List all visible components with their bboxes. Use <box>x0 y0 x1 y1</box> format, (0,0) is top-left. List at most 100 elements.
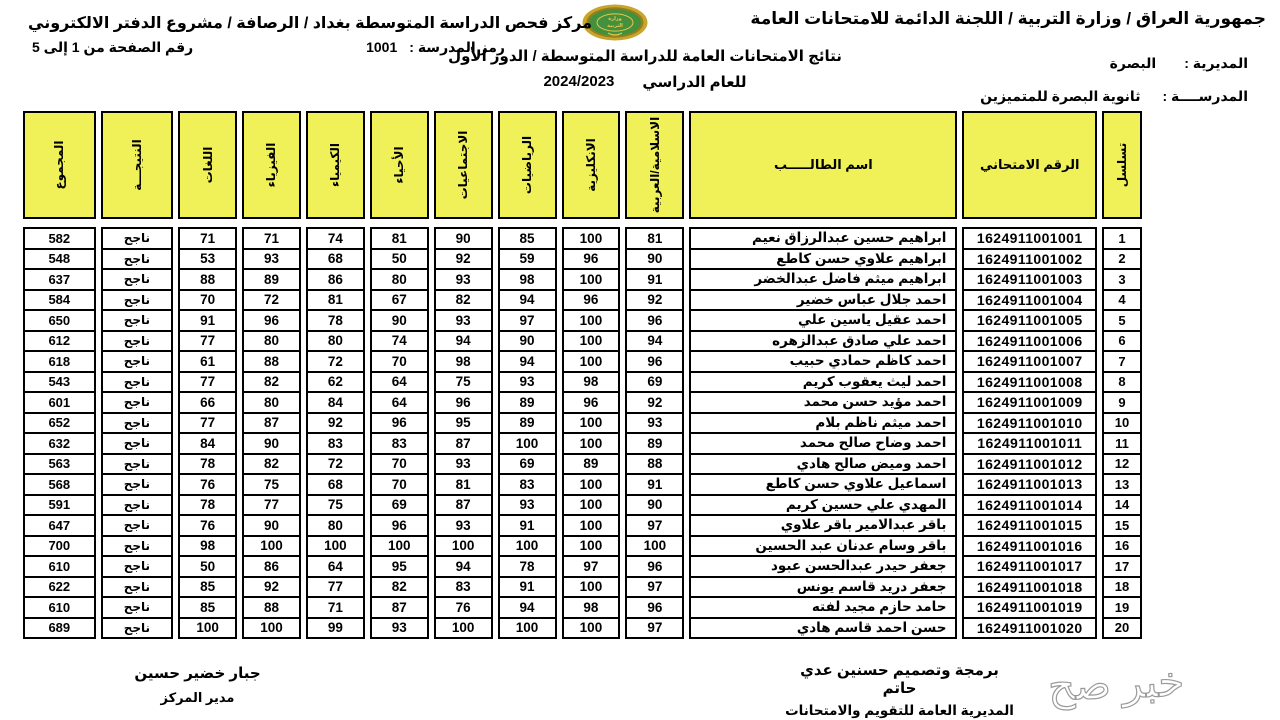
cell-score-english: 96 <box>561 249 621 270</box>
design-credit: برمجة وتصميم حسنين عدي حاتم المديرية الع… <box>782 661 1017 719</box>
cell-score-math: 93 <box>497 372 557 393</box>
cell-score-math: 94 <box>497 290 557 311</box>
cell-total: 591 <box>23 495 96 516</box>
cell-result: ناجح <box>100 227 174 250</box>
cell-score-biology: 95 <box>369 557 429 578</box>
cell-score-languages: 53 <box>178 249 238 270</box>
cell-score-english: 100 <box>561 227 621 250</box>
cell-score-languages: 76 <box>178 516 238 537</box>
cell-score-islamic_arabic: 100 <box>625 536 685 557</box>
cell-score-islamic_arabic: 93 <box>625 413 685 434</box>
cell-student-name: جعفر دريد قاسم يونس <box>689 577 958 598</box>
directorate-line: المديرية : البصرة <box>1110 55 1248 72</box>
col-header-physics: الفيزياء <box>242 111 301 219</box>
academic-year-value: 2024/2023 <box>543 73 615 90</box>
cell-score-biology: 70 <box>369 352 429 373</box>
cell-result: ناجح <box>100 413 174 434</box>
col-header-serial: تسلسل <box>1102 111 1142 219</box>
cell-score-biology: 80 <box>369 270 429 291</box>
cell-score-languages: 98 <box>178 536 238 557</box>
cell-score-math: 85 <box>497 227 557 250</box>
cell-total: 647 <box>23 516 96 537</box>
cell-score-islamic_arabic: 96 <box>625 352 685 373</box>
col-header-total: المجموع <box>23 111 96 219</box>
cell-score-islamic_arabic: 96 <box>625 557 685 578</box>
table-row: 9 1624911001009 احمد مؤيد حسن محمد 92 96 89 96… <box>23 393 1142 414</box>
academic-year-line: للعام الدراسي 2024/2023 <box>390 73 900 91</box>
cell-serial: 16 <box>1102 536 1142 557</box>
cell-result: ناجح <box>100 311 174 332</box>
cell-result: ناجح <box>100 516 174 537</box>
cell-result: ناجح <box>100 290 174 311</box>
cell-score-chemistry: 72 <box>305 352 365 373</box>
cell-score-biology: 96 <box>369 413 429 434</box>
cell-score-languages: 84 <box>178 434 238 455</box>
exam-center-title: مركز فحص الدراسة المتوسطة بغداد / الرصاف… <box>28 15 593 32</box>
cell-serial: 2 <box>1102 249 1142 270</box>
cell-exam-number: 1624911001003 <box>962 270 1098 291</box>
cell-result: ناجح <box>100 249 174 270</box>
col-header-result: النتيجـــة <box>100 111 174 219</box>
cell-student-name: احمد كاظم حمادي حبيب <box>689 352 958 373</box>
cell-score-math: 94 <box>497 598 557 619</box>
cell-student-name: احمد جلال عباس خضير <box>689 290 958 311</box>
cell-score-chemistry: 100 <box>305 536 365 557</box>
cell-score-biology: 100 <box>369 536 429 557</box>
cell-serial: 18 <box>1102 577 1142 598</box>
cell-score-languages: 76 <box>178 475 238 496</box>
credit-line-1: برمجة وتصميم حسنين عدي حاتم <box>800 662 999 697</box>
cell-serial: 5 <box>1102 311 1142 332</box>
table-row: 11 1624911001011 احمد وضاح صالح محمد 89 100 1… <box>23 434 1142 455</box>
cell-score-biology: 90 <box>369 311 429 332</box>
directorate-value: البصرة <box>1109 55 1157 71</box>
cell-score-physics: 96 <box>242 311 301 332</box>
cell-score-english: 98 <box>561 372 621 393</box>
cell-exam-number: 1624911001002 <box>962 249 1098 270</box>
cell-student-name: ابراهيم علاوي حسن كاطع <box>689 249 958 270</box>
cell-score-islamic_arabic: 91 <box>625 475 685 496</box>
cell-score-english: 100 <box>561 413 621 434</box>
cell-total: 582 <box>23 227 96 250</box>
table-row: 15 1624911001015 باقر عبدالامير باقر علاوي… <box>23 516 1142 537</box>
cell-score-islamic_arabic: 81 <box>625 227 685 250</box>
cell-score-social_studies: 90 <box>433 227 493 250</box>
cell-exam-number: 1624911001016 <box>962 536 1098 557</box>
cell-score-languages: 78 <box>178 454 238 475</box>
cell-score-math: 78 <box>497 557 557 578</box>
cell-exam-number: 1624911001020 <box>962 618 1098 639</box>
cell-result: ناجح <box>100 475 174 496</box>
cell-score-english: 100 <box>561 475 621 496</box>
cell-score-chemistry: 81 <box>305 290 365 311</box>
cell-score-math: 100 <box>497 434 557 455</box>
cell-result: ناجح <box>100 577 174 598</box>
cell-score-islamic_arabic: 91 <box>625 270 685 291</box>
cell-student-name: احمد وميض صالح هادي <box>689 454 958 475</box>
col-header-biology: الأحياء <box>369 111 429 219</box>
school-label: المدرســــة : <box>1162 88 1248 104</box>
cell-serial: 19 <box>1102 598 1142 619</box>
cell-score-chemistry: 71 <box>305 598 365 619</box>
cell-score-islamic_arabic: 92 <box>625 290 685 311</box>
cell-score-social_studies: 95 <box>433 413 493 434</box>
school-value: ثانوية البصرة للمتميزين <box>980 88 1141 104</box>
cell-score-math: 90 <box>497 331 557 352</box>
cell-score-english: 100 <box>561 618 621 639</box>
cell-score-physics: 100 <box>242 618 301 639</box>
cell-exam-number: 1624911001018 <box>962 577 1098 598</box>
cell-score-physics: 80 <box>242 393 301 414</box>
cell-serial: 15 <box>1102 516 1142 537</box>
cell-score-islamic_arabic: 97 <box>625 618 685 639</box>
cell-score-physics: 88 <box>242 352 301 373</box>
cell-score-physics: 82 <box>242 372 301 393</box>
cell-exam-number: 1624911001007 <box>962 352 1098 373</box>
cell-serial: 20 <box>1102 618 1142 639</box>
cell-student-name: احمد مؤيد حسن محمد <box>689 393 958 414</box>
cell-score-english: 100 <box>561 311 621 332</box>
cell-total: 689 <box>23 618 96 639</box>
table-row: 19 1624911001019 حامد حازم مجيد لفته 96 98 94… <box>23 598 1142 619</box>
cell-result: ناجح <box>100 536 174 557</box>
cell-score-chemistry: 68 <box>305 249 365 270</box>
cell-score-english: 100 <box>561 577 621 598</box>
cell-score-islamic_arabic: 92 <box>625 393 685 414</box>
cell-result: ناجح <box>100 495 174 516</box>
